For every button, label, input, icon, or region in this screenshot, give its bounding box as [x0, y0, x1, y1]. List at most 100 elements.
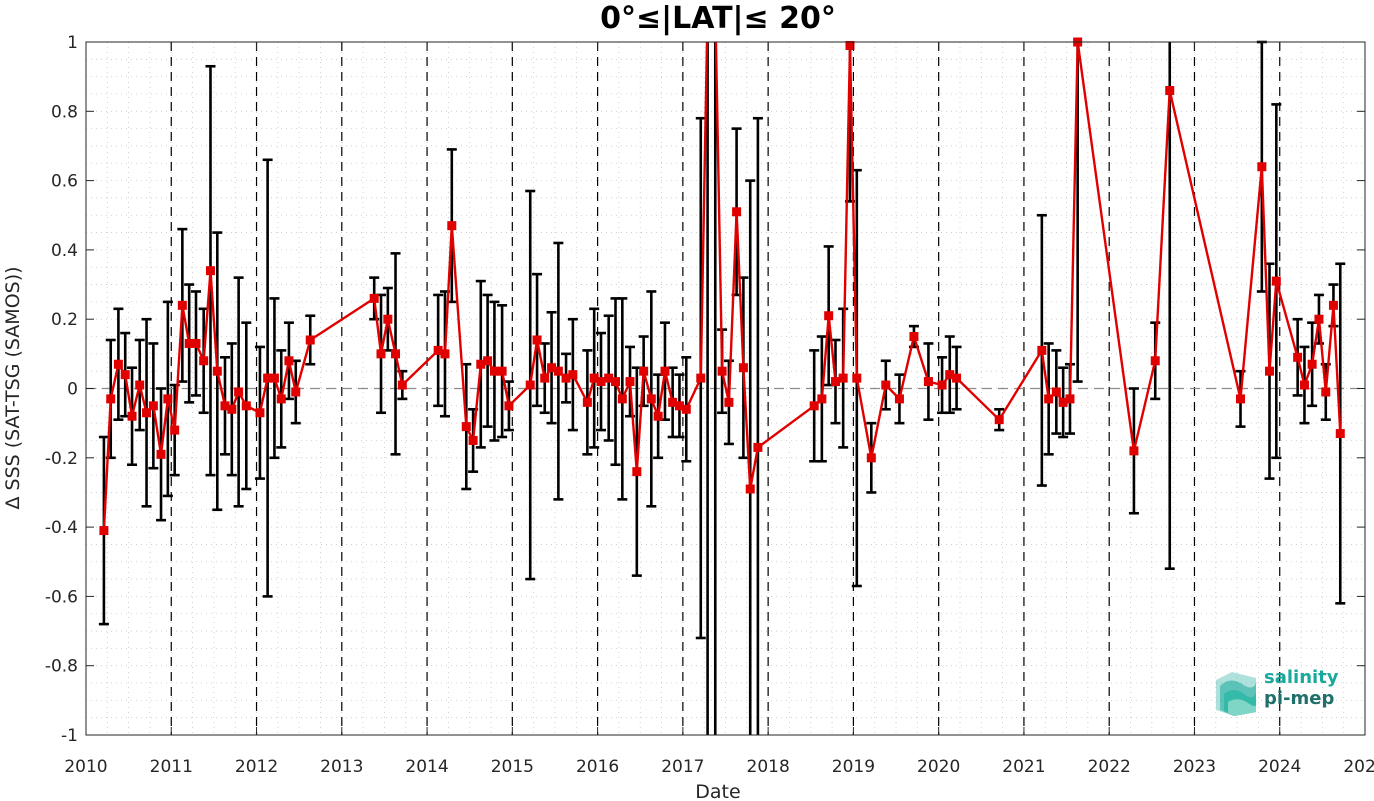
data-point-marker: [568, 370, 578, 380]
error-bar: [1164, 42, 1175, 570]
x-tick-label: 2020: [917, 757, 960, 777]
data-point-marker: [504, 401, 514, 411]
data-point-marker: [376, 349, 386, 359]
data-point-marker: [525, 380, 535, 390]
data-point-marker: [653, 411, 663, 421]
chart-title: 0°≤|LAT|≤ 20°: [600, 1, 836, 36]
data-point-marker: [284, 356, 294, 366]
data-point-marker: [1065, 394, 1075, 404]
data-point-marker: [540, 373, 550, 383]
x-tick-label: 2017: [661, 757, 704, 777]
data-point-marker: [205, 266, 215, 276]
x-tick-label: 2023: [1173, 757, 1216, 777]
data-point-marker: [660, 366, 670, 376]
data-point-marker: [724, 397, 734, 407]
data-point-marker: [1307, 359, 1317, 369]
x-tick-label: 2021: [1002, 757, 1045, 777]
y-tick-label: -0.2: [45, 449, 78, 469]
data-point-marker: [113, 359, 123, 369]
data-point-marker: [135, 380, 145, 390]
data-point-marker: [305, 335, 315, 345]
data-point-marker: [994, 415, 1004, 425]
y-tick-label: 0.2: [51, 310, 78, 330]
data-point-marker: [894, 394, 904, 404]
data-point-marker: [170, 425, 180, 435]
data-point-marker: [923, 377, 933, 387]
data-point-marker: [937, 380, 947, 390]
data-point-marker: [617, 394, 627, 404]
data-point-marker: [625, 377, 635, 387]
data-point-marker: [824, 311, 834, 321]
data-point-marker: [291, 387, 301, 397]
data-point-marker: [369, 293, 379, 303]
data-point-marker: [830, 377, 840, 387]
data-point-marker: [212, 366, 222, 376]
y-axis-label: Δ SSS (SAT-TSG (SAMOS)): [2, 266, 24, 509]
y-tick-label: 0: [67, 380, 78, 400]
data-point-marker: [1051, 387, 1061, 397]
data-point-marker: [809, 401, 819, 411]
data-point-marker: [681, 404, 691, 414]
data-point-marker: [468, 435, 478, 445]
y-tick-label: 1: [67, 33, 78, 53]
data-point-marker: [461, 422, 471, 432]
data-point-marker: [732, 207, 742, 217]
x-tick-label: 2015: [491, 757, 534, 777]
y-tick-label: -0.8: [45, 657, 78, 677]
data-point-marker: [1335, 429, 1345, 439]
data-point-marker: [106, 394, 116, 404]
data-point-marker: [241, 401, 251, 411]
data-point-marker: [1236, 394, 1246, 404]
x-axis-label: Date: [695, 781, 740, 801]
logo-text-pi-mep: pi-mep: [1264, 688, 1335, 709]
logo-text-salinity: salinity: [1264, 667, 1339, 688]
data-point-marker: [845, 40, 855, 50]
wave-logo-icon: [1216, 672, 1257, 716]
data-point-marker: [1165, 86, 1175, 96]
data-point-marker: [1271, 276, 1281, 286]
data-point-marker: [1328, 300, 1338, 310]
data-point-marker: [177, 300, 187, 310]
data-point-marker: [646, 394, 656, 404]
y-tick-label: 0.6: [51, 172, 78, 192]
x-tick-label: 2019: [832, 757, 875, 777]
data-point-marker: [753, 442, 763, 452]
data-point-marker: [1265, 366, 1275, 376]
data-point-marker: [383, 314, 393, 324]
data-point-marker: [738, 363, 748, 373]
x-tick-label: 2012: [235, 757, 278, 777]
x-tick-label: 2010: [64, 757, 107, 777]
data-point-marker: [497, 366, 507, 376]
data-point-marker: [483, 356, 493, 366]
data-point-marker: [1129, 446, 1139, 456]
data-point-marker: [142, 408, 152, 418]
x-tick-label: 2011: [150, 757, 193, 777]
y-tick-label: -0.6: [45, 587, 78, 607]
data-point-marker: [391, 349, 401, 359]
x-tick-label: 2013: [320, 757, 363, 777]
x-tick-label: 2016: [576, 757, 619, 777]
data-point-marker: [952, 373, 962, 383]
data-point-marker: [838, 373, 848, 383]
data-point-marker: [440, 349, 450, 359]
data-point-marker: [582, 397, 592, 407]
y-tick-label: -0.4: [45, 518, 78, 538]
y-tick-label: -1: [61, 726, 78, 746]
data-point-marker: [696, 373, 706, 383]
error-bar: [745, 179, 756, 735]
data-point-marker: [99, 526, 109, 536]
data-point-marker: [532, 335, 542, 345]
data-point-marker: [611, 377, 621, 387]
y-tick-label: 0.4: [51, 241, 78, 261]
data-point-marker: [234, 387, 244, 397]
data-point-marker: [1299, 380, 1309, 390]
x-tick-label: 2018: [747, 757, 790, 777]
error-bar: [752, 116, 763, 735]
data-point-marker: [817, 394, 827, 404]
data-point-marker: [881, 380, 891, 390]
data-point-marker: [632, 467, 642, 477]
data-point-marker: [269, 373, 279, 383]
data-point-marker: [489, 366, 499, 376]
data-point-marker: [866, 453, 876, 463]
